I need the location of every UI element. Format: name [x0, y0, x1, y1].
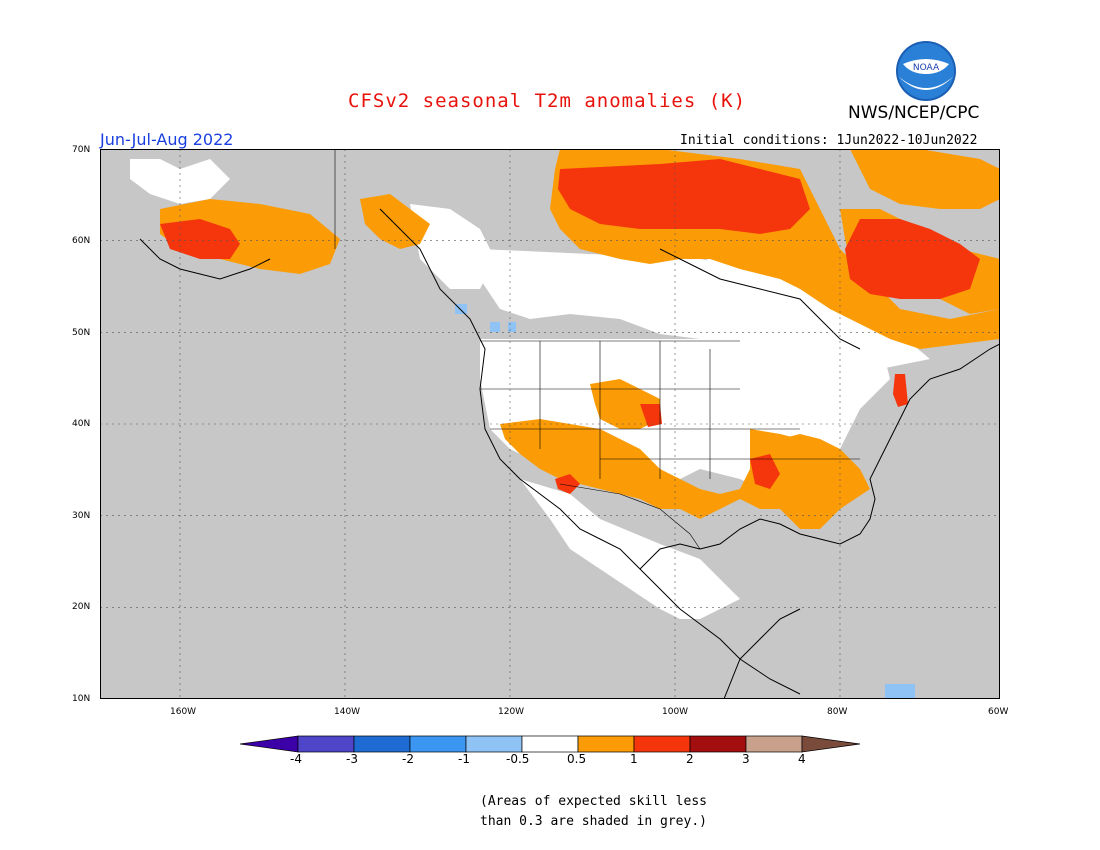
legend-swatch: [633, 735, 691, 753]
legend-swatch: [745, 735, 803, 753]
lat-label-30n: 30N: [72, 511, 91, 521]
lon-label-80w: 80W: [827, 707, 848, 717]
lat-label-20n: 20N: [72, 602, 91, 612]
legend-label: 2: [686, 752, 694, 766]
anomaly-map: [100, 149, 1000, 699]
legend-label: -3: [346, 752, 358, 766]
legend-swatch: [689, 735, 747, 753]
anomaly-light-blue: [455, 304, 915, 699]
legend-label: 1: [630, 752, 638, 766]
map-title: CFSv2 seasonal T2m anomalies (K): [348, 90, 747, 112]
initial-conditions-label: Initial conditions: 1Jun2022-10Jun2022: [680, 133, 978, 148]
legend-swatch: [465, 735, 523, 753]
lat-label-60n: 60N: [72, 236, 91, 246]
season-label: Jun-Jul-Aug 2022: [100, 130, 234, 149]
lon-label-140w: 140W: [334, 707, 361, 717]
lon-label-120w: 120W: [498, 707, 525, 717]
lat-label-50n: 50N: [72, 328, 91, 338]
lat-label-40n: 40N: [72, 419, 91, 429]
skill-footnote: (Areas of expected skill less than 0.3 a…: [480, 794, 707, 829]
legend-label: 0.5: [567, 752, 587, 766]
legend-swatch: [353, 735, 411, 753]
legend-swatch: [521, 735, 579, 753]
legend-swatch: [297, 735, 355, 753]
legend-label: 3: [742, 752, 750, 766]
agency-label: NWS/NCEP/CPC: [848, 103, 980, 123]
legend-label: -2: [402, 752, 414, 766]
borders: [334, 149, 860, 550]
svg-text:NOAA: NOAA: [913, 63, 940, 73]
legend-label: -0.5: [506, 752, 530, 766]
lon-label-160w: 160W: [170, 707, 197, 717]
legend-arrow-low: [240, 735, 299, 753]
noaa-logo: NOAA: [896, 41, 956, 101]
legend-swatch: [577, 735, 635, 753]
lat-label-70n: 70N: [72, 145, 91, 155]
legend-arrow-high: [801, 735, 860, 753]
lon-label-60w: 60W: [988, 707, 1009, 717]
color-legend: [240, 735, 860, 753]
legend-label: 4: [798, 752, 806, 766]
coastlines: [139, 208, 1000, 699]
legend-label: -1: [458, 752, 470, 766]
graticule: [100, 149, 1000, 699]
legend-swatch: [409, 735, 467, 753]
lat-label-10n: 10N: [72, 694, 91, 704]
legend-label: -4: [290, 752, 302, 766]
lon-label-100w: 100W: [662, 707, 689, 717]
